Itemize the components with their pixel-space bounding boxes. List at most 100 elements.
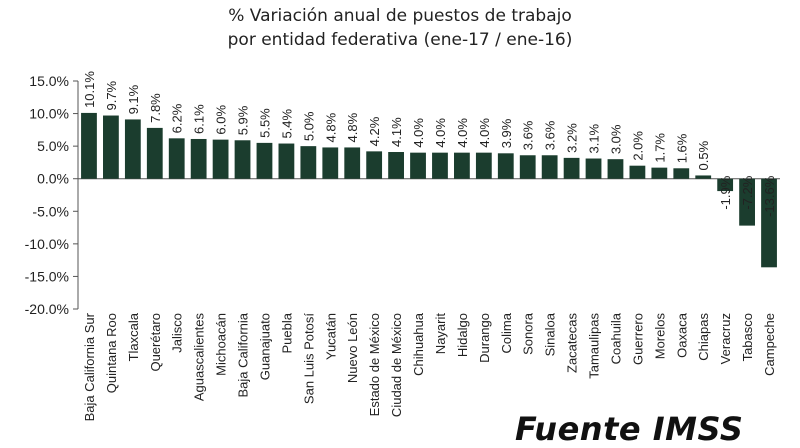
chart-subtitle: por entidad federativa (ene-17 / ene-16): [227, 30, 573, 50]
data-label: -1.9%: [718, 175, 733, 209]
data-label: 4.1%: [389, 117, 404, 147]
category-label: Veracruz: [718, 313, 733, 364]
data-label: 6.0%: [214, 105, 229, 135]
source-label: Fuente IMSS: [515, 410, 744, 448]
bar: [695, 175, 712, 179]
bar: [761, 178, 777, 268]
y-tick-label: 5.0%: [37, 138, 69, 154]
data-label: 9.1%: [126, 84, 141, 114]
category-label: San Luis Potosí: [301, 313, 316, 404]
bar: [322, 147, 339, 179]
bar: [563, 157, 580, 179]
category-label: Hidalgo: [455, 313, 470, 357]
data-label: 4.0%: [433, 118, 448, 148]
data-label: 4.0%: [477, 118, 492, 148]
bar: [432, 152, 448, 179]
category-label: Baja California: [236, 312, 251, 397]
category-label: Coahuila: [608, 312, 623, 364]
bar: [212, 139, 229, 179]
bar: [81, 112, 97, 179]
category-label: Colima: [499, 312, 514, 353]
category-label: Puebla: [279, 312, 294, 353]
y-tick-label: -15.0%: [25, 268, 69, 284]
bar: [585, 158, 602, 179]
data-label: 3.9%: [499, 118, 514, 148]
data-label: 9.7%: [104, 80, 119, 110]
bar: [168, 138, 185, 179]
bar: [146, 127, 163, 179]
bar: [256, 142, 273, 179]
category-label: Querétaro: [148, 313, 163, 372]
data-label: 4.2%: [367, 116, 382, 146]
data-label: 10.1%: [82, 71, 97, 108]
data-label: 5.9%: [236, 105, 251, 135]
bar: [629, 165, 646, 179]
bar: [344, 147, 361, 179]
y-tick-label: 0.0%: [37, 171, 69, 187]
y-tick-label: 15.0%: [29, 73, 69, 89]
data-label: 6.2%: [170, 103, 185, 133]
data-label: 1.6%: [674, 133, 689, 163]
bar: [454, 152, 470, 179]
bar: [300, 146, 317, 179]
bar: [410, 152, 426, 179]
data-label: 2.0%: [630, 131, 645, 161]
category-label: Yucatán: [323, 313, 338, 360]
bar: [651, 167, 668, 179]
category-label: Nayarit: [433, 313, 448, 355]
data-label: -13.6%: [762, 175, 777, 217]
category-label: Ciudad de México: [389, 313, 404, 417]
category-label: Chiapas: [696, 313, 711, 361]
category-label: Oaxaca: [674, 312, 689, 358]
bar: [103, 115, 119, 179]
y-tick-label: -20.0%: [25, 301, 69, 317]
data-label: 5.4%: [279, 108, 294, 138]
data-label: 4.0%: [455, 118, 470, 148]
data-label: 4.8%: [345, 112, 360, 142]
category-label: Aguascalientes: [192, 313, 207, 402]
bar: [673, 168, 690, 179]
category-label: Zacatecas: [565, 313, 580, 373]
data-label: 3.6%: [543, 120, 558, 150]
bar: [541, 155, 558, 179]
y-tick-label: -5.0%: [32, 203, 69, 219]
data-label: 3.0%: [608, 124, 623, 154]
category-label: Baja California Sur: [82, 312, 97, 421]
category-label: Michoacán: [214, 313, 229, 376]
bar: [497, 153, 514, 179]
data-label: 5.5%: [257, 108, 272, 138]
data-label: 3.2%: [565, 123, 580, 153]
category-label: Nuevo León: [345, 313, 360, 383]
y-tick-label: -10.0%: [25, 236, 69, 252]
category-label: Chihuahua: [411, 312, 426, 376]
bar: [739, 178, 755, 226]
category-label: Morelos: [652, 313, 667, 360]
y-tick-label: 10.0%: [29, 106, 69, 122]
category-label: Guanajuato: [257, 313, 272, 380]
bar: [190, 138, 207, 179]
category-label: Guerrero: [630, 313, 645, 365]
data-label: 1.7%: [652, 133, 667, 163]
bar: [388, 152, 404, 179]
data-label: 4.8%: [323, 112, 338, 142]
category-label: Jalisco: [170, 313, 185, 353]
category-label: Tabasco: [740, 313, 755, 361]
data-label: -7.2%: [740, 175, 755, 209]
bar: [607, 159, 624, 179]
data-label: 4.0%: [411, 118, 426, 148]
category-label: Campeche: [762, 313, 777, 376]
category-label: Sinaloa: [543, 312, 558, 356]
category-label: Estado de México: [367, 313, 382, 416]
bar: [234, 140, 251, 179]
data-label: 5.0%: [301, 111, 316, 141]
bar: [366, 151, 383, 179]
chart-title: % Variación anual de puestos de trabajo: [228, 6, 572, 26]
category-label: Tamaulipas: [587, 313, 602, 379]
bar: [519, 155, 536, 179]
bar: [475, 152, 492, 179]
data-label: 3.6%: [521, 120, 536, 150]
data-label: 7.8%: [148, 93, 163, 123]
bar: [278, 143, 295, 179]
